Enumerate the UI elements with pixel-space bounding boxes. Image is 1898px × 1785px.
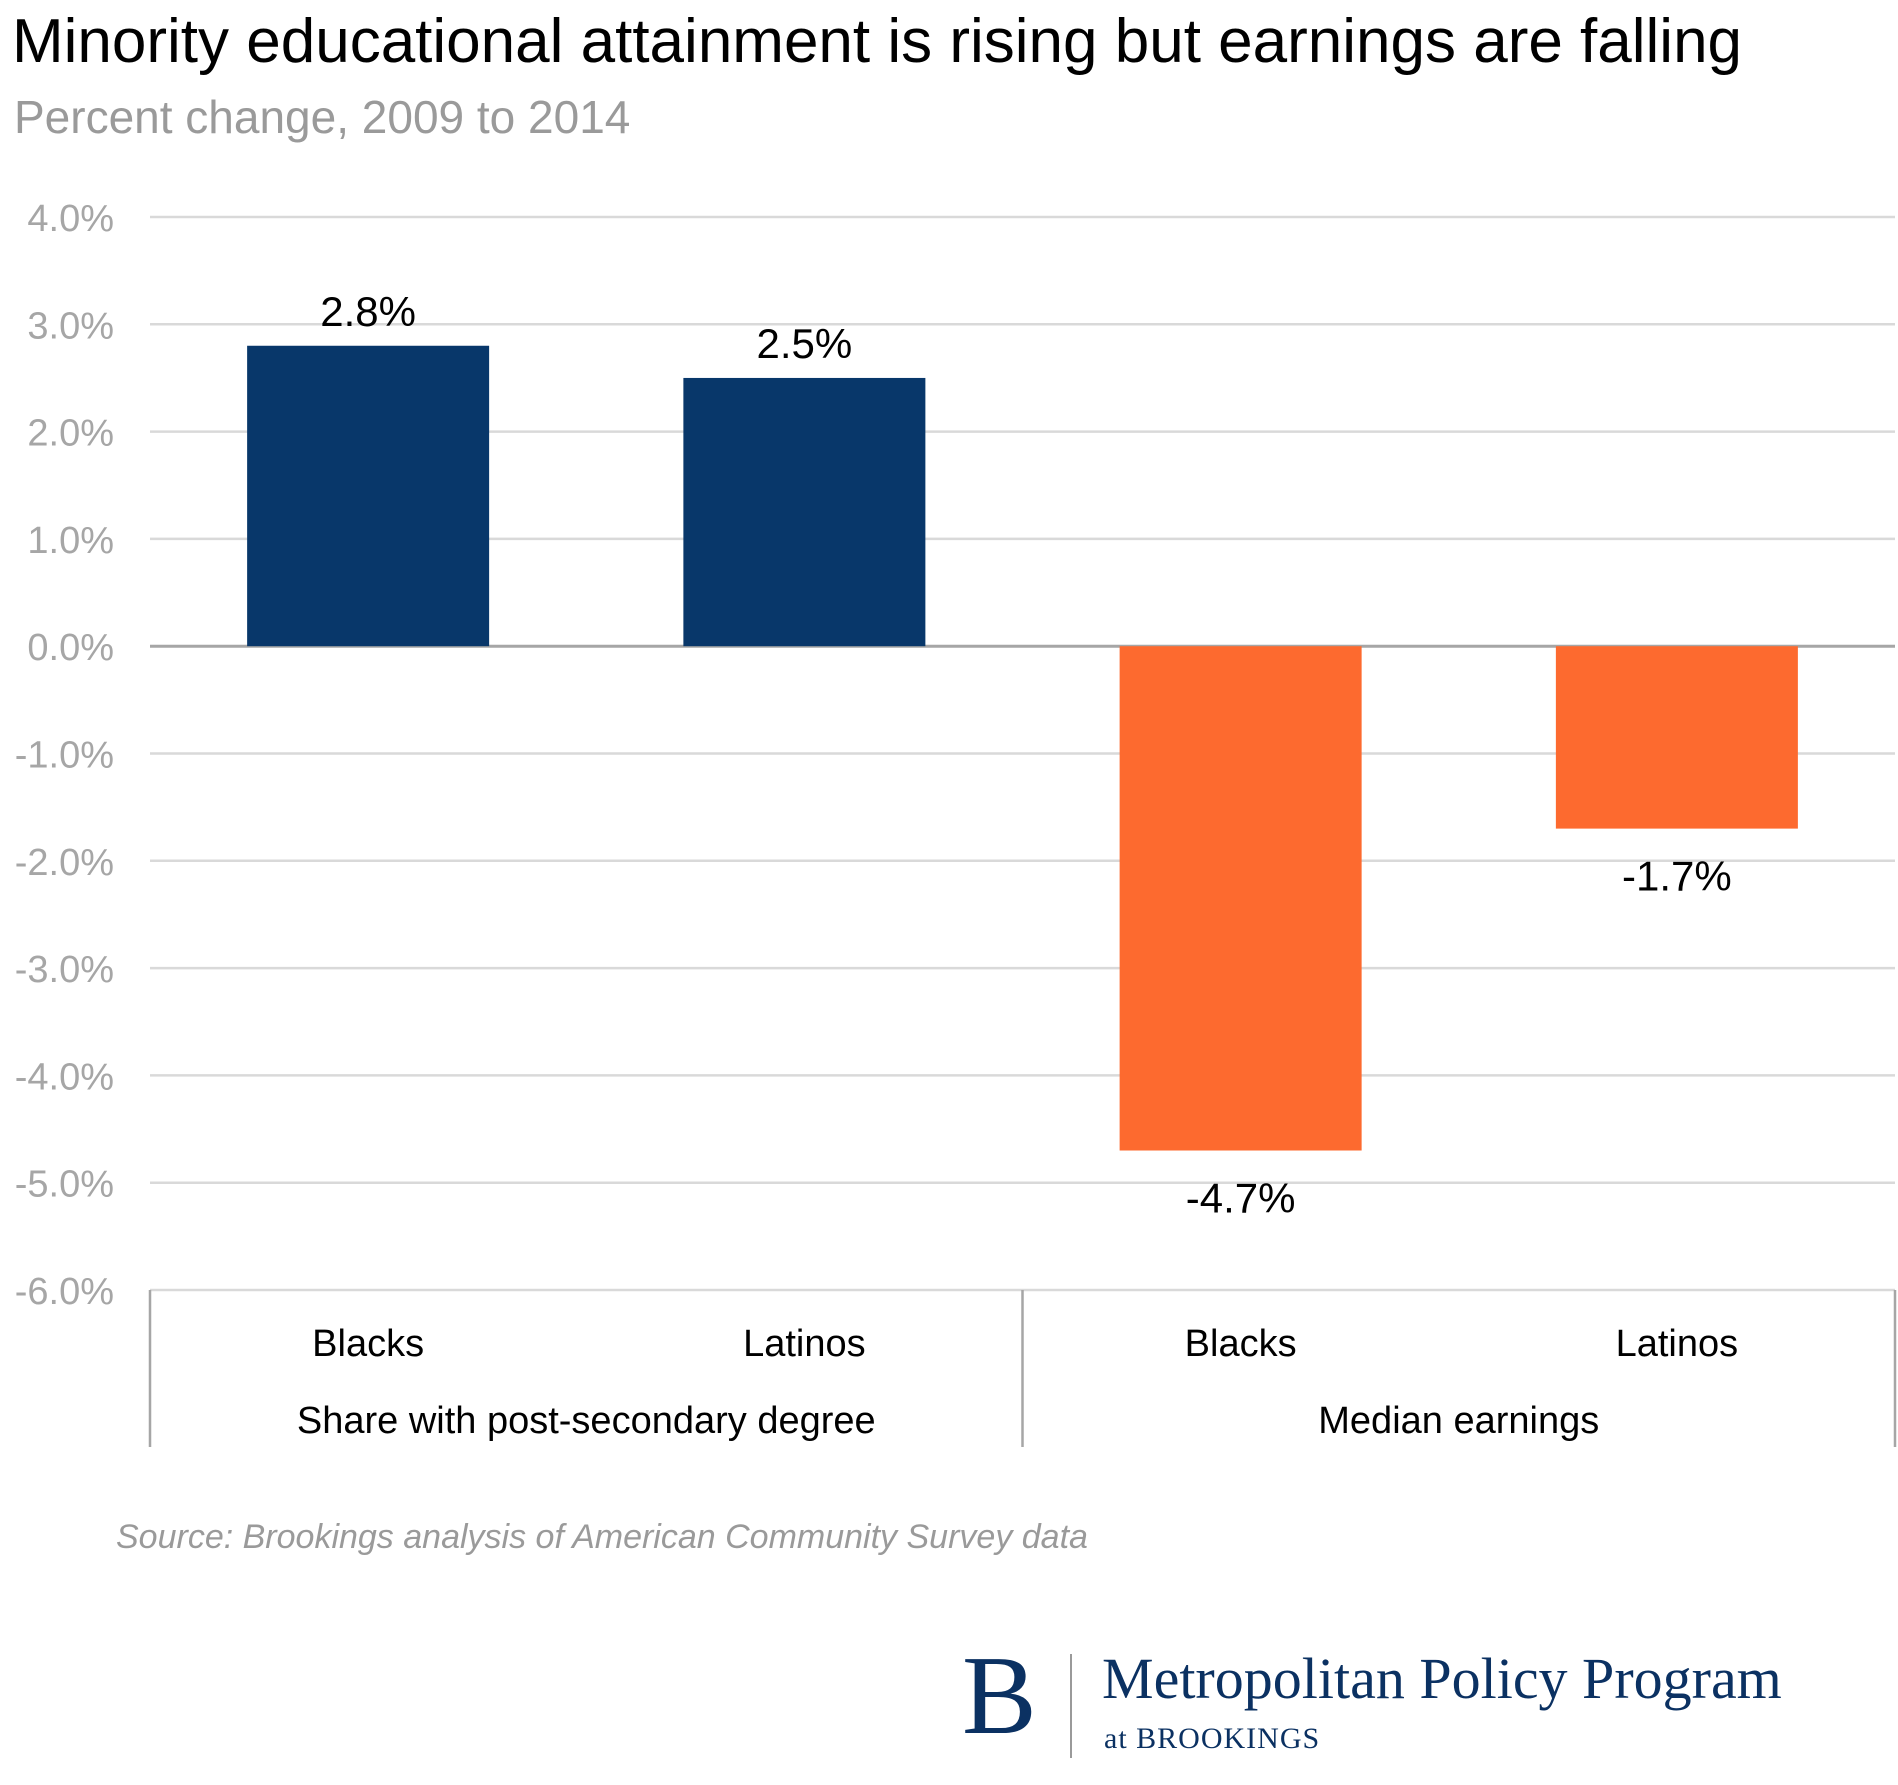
y-tick-label: -1.0% — [15, 735, 114, 777]
brookings-logo: B Metropolitan Policy Program at BROOKIN… — [962, 1640, 1842, 1758]
category-label: Latinos — [1616, 1323, 1739, 1365]
category-label: Latinos — [743, 1323, 866, 1365]
bar — [683, 377, 926, 647]
data-label: -1.7% — [1622, 853, 1732, 900]
y-tick-label: 4.0% — [27, 198, 114, 240]
bar — [1119, 646, 1362, 1151]
chart-title: Minority educational attainment is risin… — [12, 7, 1743, 76]
bar — [1555, 646, 1798, 829]
logo-divider — [1070, 1654, 1072, 1758]
category-label: Blacks — [1185, 1323, 1297, 1365]
y-tick-label: 3.0% — [27, 305, 114, 347]
logo-letter: B — [962, 1634, 1037, 1758]
data-label: 2.5% — [757, 320, 853, 367]
group-label: Share with post-secondary degree — [297, 1400, 876, 1442]
data-label: 2.8% — [320, 288, 416, 335]
logo-subtitle: at BROOKINGS — [1104, 1722, 1321, 1755]
bar — [247, 345, 490, 647]
y-tick-label: -5.0% — [15, 1164, 114, 1206]
y-tick-label: -4.0% — [15, 1056, 114, 1098]
y-tick-label: -2.0% — [15, 842, 114, 884]
y-tick-label: -6.0% — [15, 1271, 114, 1313]
logo-program-name: Metropolitan Policy Program — [1102, 1646, 1782, 1711]
category-label: Blacks — [312, 1323, 424, 1365]
chart-subtitle: Percent change, 2009 to 2014 — [14, 91, 631, 143]
data-label: -4.7% — [1186, 1175, 1296, 1222]
y-tick-label: 2.0% — [27, 413, 114, 455]
y-tick-label: 1.0% — [27, 520, 114, 562]
source-note: Source: Brookings analysis of American C… — [116, 1518, 1088, 1556]
y-tick-label: -3.0% — [15, 949, 114, 991]
y-tick-label: 0.0% — [27, 627, 114, 669]
group-label: Median earnings — [1318, 1400, 1599, 1442]
